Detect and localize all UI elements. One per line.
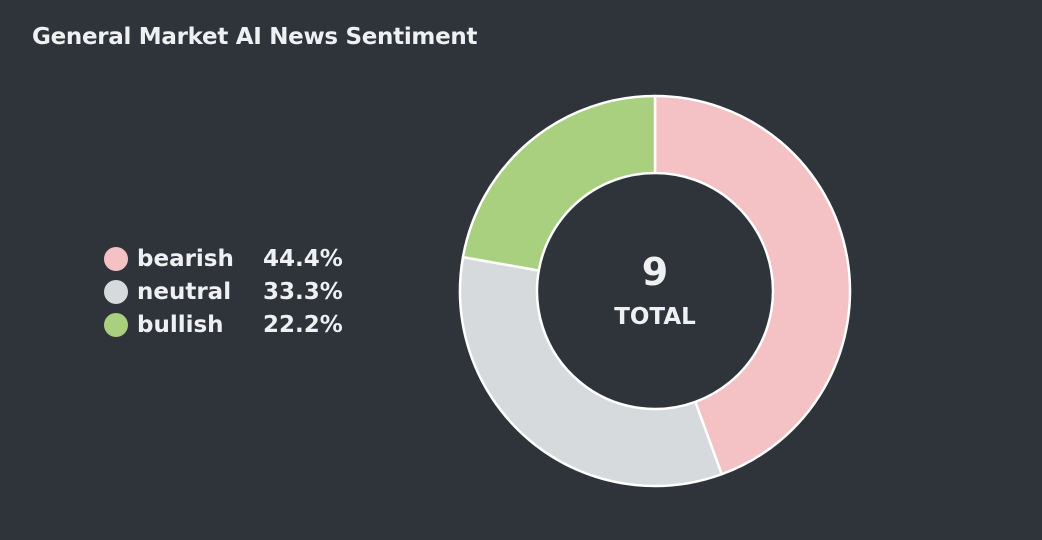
legend-item-neutral[interactable]: neutral 33.3% bbox=[104, 275, 353, 308]
legend-swatch-neutral bbox=[104, 279, 128, 304]
donut-slice-bullish[interactable] bbox=[461, 94, 657, 272]
legend-item-bullish[interactable]: bullish 22.2% bbox=[104, 308, 353, 341]
legend-label-bullish: bullish bbox=[137, 311, 224, 338]
legend-value-bullish: 22.2% bbox=[263, 311, 343, 338]
legend-label-neutral: neutral bbox=[137, 278, 232, 305]
donut-chart-svg: 9 TOTAL bbox=[458, 94, 852, 488]
legend: bearish 44.4% neutral 33.3% bullish 22.2… bbox=[104, 242, 353, 341]
legend-value-bearish: 44.4% bbox=[263, 245, 343, 272]
legend-item-bearish[interactable]: bearish 44.4% bbox=[104, 242, 353, 275]
donut-slices bbox=[458, 94, 852, 488]
legend-label-bearish: bearish bbox=[137, 245, 234, 272]
center-total-value: 9 bbox=[642, 250, 668, 294]
legend-value-neutral: 33.3% bbox=[263, 278, 343, 305]
legend-swatch-bullish bbox=[104, 312, 128, 337]
chart-title: General Market AI News Sentiment bbox=[32, 24, 478, 50]
donut-chart: 9 TOTAL bbox=[458, 94, 852, 488]
center-total-label: TOTAL bbox=[614, 304, 696, 330]
donut-slice-neutral[interactable] bbox=[458, 255, 723, 488]
donut-slice-bearish[interactable] bbox=[653, 94, 852, 476]
legend-swatch-bearish bbox=[104, 246, 128, 271]
